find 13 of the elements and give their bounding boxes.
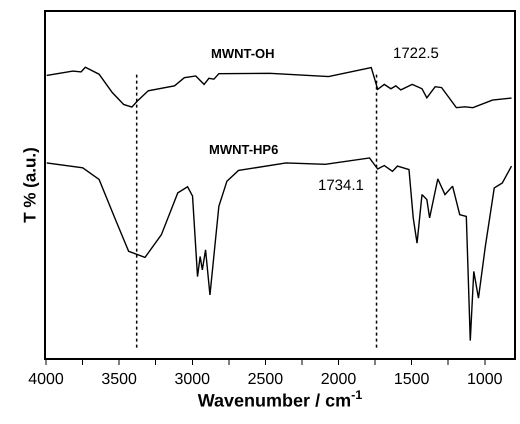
- x-tick-label: 3500: [101, 370, 138, 388]
- x-tick-label: 3000: [174, 370, 210, 388]
- series-label: MWNT-OH: [211, 46, 275, 61]
- x-tick-label: 2500: [248, 370, 284, 388]
- x-tick-label: 2000: [320, 370, 356, 388]
- y-axis-title: T % (a.u.): [20, 147, 40, 223]
- series-label: MWNT-HP6: [209, 142, 278, 157]
- x-tick-label: 1500: [394, 370, 430, 388]
- annotation: 1734.1: [318, 177, 364, 194]
- x-axis-title: Wavenumber / cm$^{-1}$: [198, 388, 362, 411]
- text: 1722.5: [393, 45, 439, 62]
- x-tick-label: 4000: [28, 370, 64, 388]
- x-tick-label: 1000: [466, 370, 503, 388]
